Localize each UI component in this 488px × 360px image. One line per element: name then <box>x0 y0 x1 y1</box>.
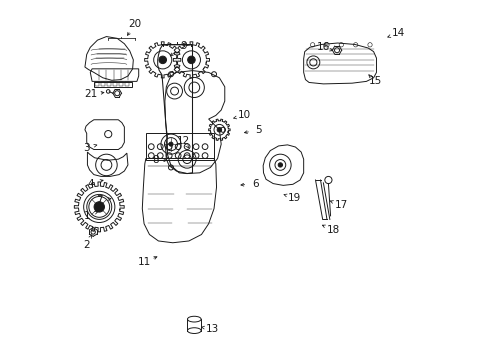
Text: 2: 2 <box>83 239 90 249</box>
Bar <box>145 134 214 160</box>
Text: 10: 10 <box>238 111 250 121</box>
Text: 9: 9 <box>180 41 186 50</box>
Circle shape <box>187 56 195 64</box>
Circle shape <box>95 203 103 211</box>
Circle shape <box>217 127 221 132</box>
Bar <box>107 82 111 86</box>
Text: 13: 13 <box>205 324 219 334</box>
Text: 18: 18 <box>326 225 339 235</box>
Text: 12: 12 <box>177 136 190 145</box>
Text: 20: 20 <box>128 19 142 29</box>
Bar <box>101 82 105 86</box>
Circle shape <box>94 202 104 212</box>
Bar <box>95 82 99 86</box>
Circle shape <box>169 142 173 146</box>
Text: 8: 8 <box>152 155 159 165</box>
Text: 21: 21 <box>84 89 98 99</box>
Text: 7: 7 <box>96 195 102 205</box>
Text: 17: 17 <box>334 200 347 210</box>
Text: 3: 3 <box>82 143 89 153</box>
Circle shape <box>159 56 166 64</box>
Bar <box>94 82 131 87</box>
Text: 5: 5 <box>255 125 262 135</box>
Bar <box>113 82 117 86</box>
Bar <box>119 82 123 86</box>
Text: 16: 16 <box>316 42 329 52</box>
Text: 4: 4 <box>87 179 94 189</box>
Circle shape <box>278 163 282 167</box>
Text: 11: 11 <box>137 257 150 267</box>
Text: 15: 15 <box>368 76 381 86</box>
Text: 6: 6 <box>251 179 258 189</box>
Text: 19: 19 <box>287 193 301 203</box>
Text: 14: 14 <box>391 28 405 38</box>
Text: 1: 1 <box>83 211 90 221</box>
Bar <box>125 82 129 86</box>
